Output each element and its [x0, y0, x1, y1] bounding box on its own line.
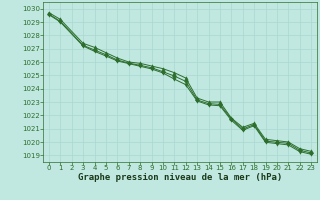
X-axis label: Graphe pression niveau de la mer (hPa): Graphe pression niveau de la mer (hPa) — [78, 173, 282, 182]
